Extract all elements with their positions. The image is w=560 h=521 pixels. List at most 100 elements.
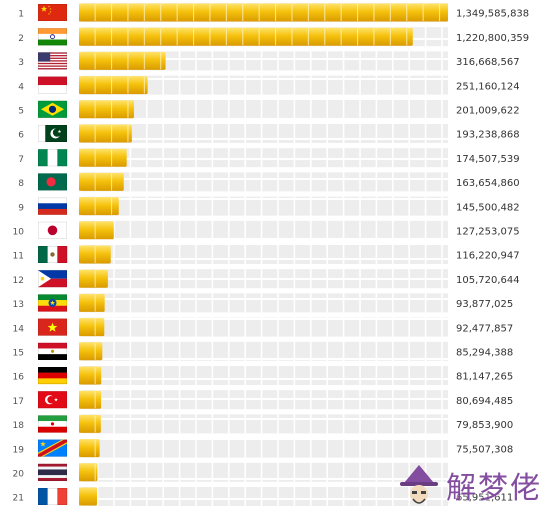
bar [79, 221, 114, 240]
flag-vietnam-icon [38, 318, 67, 336]
flag-bangladesh-icon [38, 173, 67, 191]
bar-track [79, 462, 448, 482]
rank-label: 8 [18, 179, 24, 189]
bar-row: 12 105,720,644 [13, 269, 520, 289]
bar [79, 148, 127, 167]
rank-label: 10 [13, 227, 25, 237]
value-label: 80,694,485 [456, 396, 513, 407]
flag-iran-icon [38, 415, 67, 433]
rank-label: 4 [18, 82, 24, 92]
bar [79, 366, 102, 385]
flag-india-icon [38, 28, 67, 46]
bar-track [79, 148, 448, 168]
bar-row: 7 174,507,539 [18, 148, 520, 168]
bar-row: 11 116,220,947 [13, 245, 520, 264]
bar-row: 19 75,507,308 [13, 438, 513, 458]
flag-philippines-icon [38, 270, 67, 288]
value-label: 105,720,644 [456, 275, 520, 286]
value-label: 85,294,388 [456, 347, 513, 358]
flag-brazil-icon [38, 100, 67, 118]
flag-france-icon [38, 488, 68, 505]
bar-track [79, 124, 448, 143]
rank-label: 19 [13, 445, 25, 455]
bar [79, 342, 103, 361]
bar [79, 100, 134, 119]
value-label: 1,349,585,838 [456, 9, 529, 20]
rank-label: 18 [13, 421, 25, 431]
flag-indonesia-icon [38, 76, 67, 94]
bar [79, 51, 166, 70]
bar-track [79, 220, 448, 240]
rank-label: 13 [13, 300, 24, 310]
value-label: 81,147,265 [456, 372, 513, 383]
rank-label: 11 [13, 252, 24, 262]
bar-track [79, 341, 448, 361]
flag-ethiopia-icon [38, 294, 67, 312]
bar-track [79, 51, 448, 71]
value-label: 75,507,308 [456, 444, 513, 455]
flag-russia-icon [38, 197, 67, 215]
rank-label: 20 [13, 469, 25, 479]
bar [79, 439, 100, 458]
flag-dr-congo-icon [38, 439, 67, 457]
flag-pakistan-icon [38, 125, 67, 142]
bar-row: 10 127,253,075 [13, 220, 520, 240]
bar-track [79, 99, 448, 119]
bar [79, 76, 148, 95]
bar-track [79, 487, 448, 506]
rank-label: 15 [13, 348, 24, 358]
bar [79, 293, 105, 312]
bar-track [79, 75, 448, 95]
value-label: 163,654,860 [456, 178, 520, 189]
bar-row: 21 65,951,611 [13, 487, 513, 506]
bar-row: 13 93,877,025 [13, 293, 513, 313]
watermark-text: 解梦佬 [446, 471, 542, 506]
flag-egypt-icon [38, 342, 67, 360]
rank-label: 17 [13, 397, 24, 407]
bar-row: 9 145,500,482 [18, 196, 520, 216]
rank-label: 21 [13, 494, 24, 504]
rank-label: 9 [18, 203, 24, 213]
flag-germany-icon [38, 367, 67, 385]
bar-row: 20 [13, 462, 448, 482]
value-label: 193,238,868 [456, 130, 520, 141]
rank-label: 12 [13, 276, 24, 286]
value-label: 145,500,482 [456, 202, 520, 213]
bar [79, 172, 124, 191]
rank-label: 5 [18, 106, 24, 116]
bar-track [79, 196, 448, 216]
flag-turkey-icon [38, 391, 67, 409]
bar [79, 487, 98, 506]
value-label: 65,951,611 [456, 493, 513, 504]
rank-label: 7 [18, 155, 24, 165]
value-label: 93,877,025 [456, 299, 513, 310]
rank-label: 1 [18, 10, 24, 20]
value-label: 201,009,622 [456, 105, 520, 116]
bar-track [79, 269, 448, 289]
bar-track [79, 317, 448, 337]
bar-track [79, 366, 448, 385]
bar-row: 2 1,220,800,359 [18, 27, 529, 47]
bar-track [79, 414, 448, 434]
rank-label: 2 [18, 34, 24, 44]
bar-track [79, 293, 448, 313]
bar-row: 3 316,668,567 [18, 51, 520, 71]
value-label: 127,253,075 [456, 226, 520, 237]
rank-label: 14 [13, 324, 25, 334]
bar-row: 15 85,294,388 [13, 341, 513, 361]
flag-nigeria-icon [38, 149, 68, 167]
bar-track [79, 245, 448, 264]
bar [79, 463, 98, 482]
bar [79, 3, 448, 22]
rank-label: 16 [13, 373, 25, 383]
bar-track [79, 438, 448, 458]
value-label: 316,668,567 [456, 57, 520, 68]
bar-track [79, 172, 448, 192]
value-label: 79,853,900 [456, 420, 513, 431]
rank-label: 3 [18, 58, 24, 68]
rank-label: 6 [18, 131, 24, 141]
flag-usa-icon [38, 52, 67, 70]
bar [79, 269, 108, 288]
bar [79, 197, 119, 216]
